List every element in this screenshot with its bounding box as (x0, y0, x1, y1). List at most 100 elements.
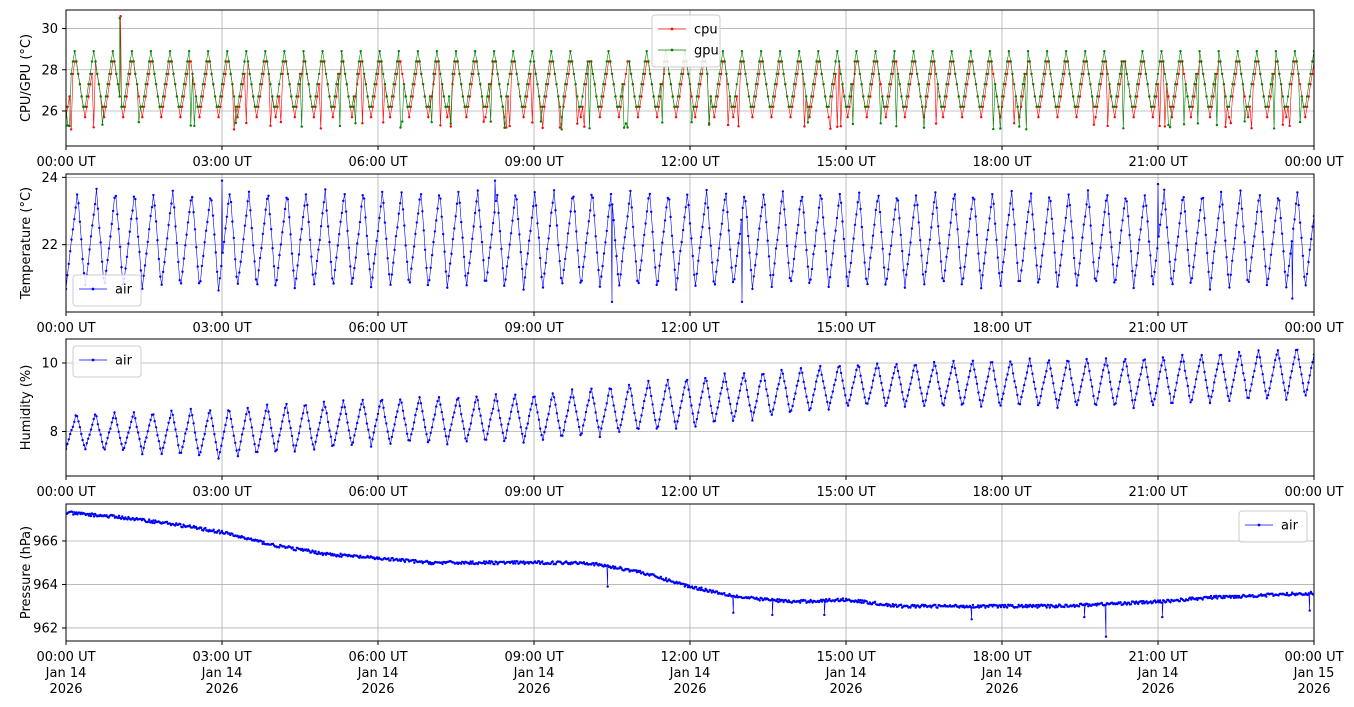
data-point (87, 437, 90, 440)
data-point (78, 83, 82, 86)
data-point (1231, 83, 1234, 86)
data-point (315, 259, 319, 263)
data-point (1157, 235, 1160, 238)
data-point (962, 402, 965, 405)
data-point (460, 413, 463, 416)
x-tick-label: 03:00 UT Jan 14 2026 (192, 650, 251, 697)
data-point (1082, 372, 1086, 375)
data-point (192, 211, 195, 214)
data-point (619, 95, 622, 98)
data-point (998, 272, 1001, 275)
data-point (970, 606, 973, 609)
data-point (411, 256, 414, 259)
data-point (645, 60, 648, 63)
data-point (527, 72, 530, 76)
data-point (713, 105, 716, 109)
data-point (1289, 376, 1292, 379)
data-point (374, 253, 377, 256)
data-point (175, 241, 179, 245)
data-point (219, 95, 222, 98)
data-point (523, 276, 527, 279)
data-point (260, 246, 263, 250)
data-point (359, 554, 362, 557)
data-point (366, 95, 369, 98)
data-point (985, 238, 988, 241)
data-point (701, 225, 704, 229)
data-point (969, 50, 972, 53)
data-point (928, 238, 932, 241)
data-point (389, 442, 392, 445)
data-point (503, 126, 506, 129)
data-point (511, 560, 514, 563)
data-point (88, 433, 91, 436)
data-point (1064, 50, 1068, 53)
data-point (1081, 378, 1084, 382)
data-point (130, 420, 133, 424)
data-point (1036, 606, 1039, 609)
data-point (1002, 95, 1005, 98)
data-point (1226, 394, 1230, 398)
data-point (369, 116, 373, 119)
data-point (936, 83, 940, 86)
data-point (239, 260, 242, 263)
data-point (279, 243, 283, 246)
data-point (1186, 384, 1190, 388)
data-point (70, 128, 73, 131)
data-point (794, 245, 797, 248)
data-point (317, 83, 321, 86)
data-point (432, 72, 435, 76)
data-point (971, 359, 975, 362)
data-point (388, 116, 392, 119)
data-point (790, 409, 793, 412)
data-point (1146, 375, 1149, 379)
data-point (978, 398, 981, 402)
data-point (442, 95, 446, 98)
data-point (358, 408, 362, 411)
data-point (138, 437, 141, 441)
data-point (717, 247, 721, 250)
data-point (118, 436, 122, 440)
data-point (827, 285, 830, 289)
data-point (312, 105, 316, 109)
data-point (329, 552, 332, 555)
data-point (487, 83, 491, 86)
data-point (111, 50, 115, 53)
data-point (1122, 127, 1125, 130)
data-point (1036, 403, 1040, 407)
data-point (626, 126, 629, 129)
data-point (390, 435, 394, 439)
data-point (594, 411, 597, 414)
data-point (367, 428, 370, 431)
data-point (1285, 286, 1288, 289)
data-point (177, 105, 180, 109)
data-point (1182, 360, 1185, 363)
data-point (448, 262, 452, 265)
data-point (354, 256, 357, 259)
data-point (673, 105, 676, 109)
data-point (310, 436, 313, 440)
data-point (444, 270, 448, 273)
data-point (1182, 196, 1185, 199)
data-point (1153, 270, 1156, 274)
data-point (1092, 105, 1096, 109)
data-point (747, 234, 750, 238)
data-point (580, 432, 583, 435)
data-point (586, 404, 589, 407)
data-point (206, 50, 210, 53)
data-point (1037, 105, 1040, 109)
data-point (723, 372, 726, 375)
data-point (977, 391, 980, 394)
data-point (487, 561, 490, 565)
data-point (1251, 375, 1255, 379)
data-point (1000, 95, 1004, 98)
data-point (622, 247, 625, 250)
data-point (113, 196, 116, 199)
data-point (659, 83, 662, 86)
data-point (154, 220, 158, 223)
data-point (1219, 190, 1223, 194)
data-point (491, 72, 494, 76)
data-point (709, 244, 712, 247)
data-point (371, 95, 374, 98)
data-point (378, 50, 381, 53)
y-axis-label: Humidity (%) (19, 365, 34, 451)
